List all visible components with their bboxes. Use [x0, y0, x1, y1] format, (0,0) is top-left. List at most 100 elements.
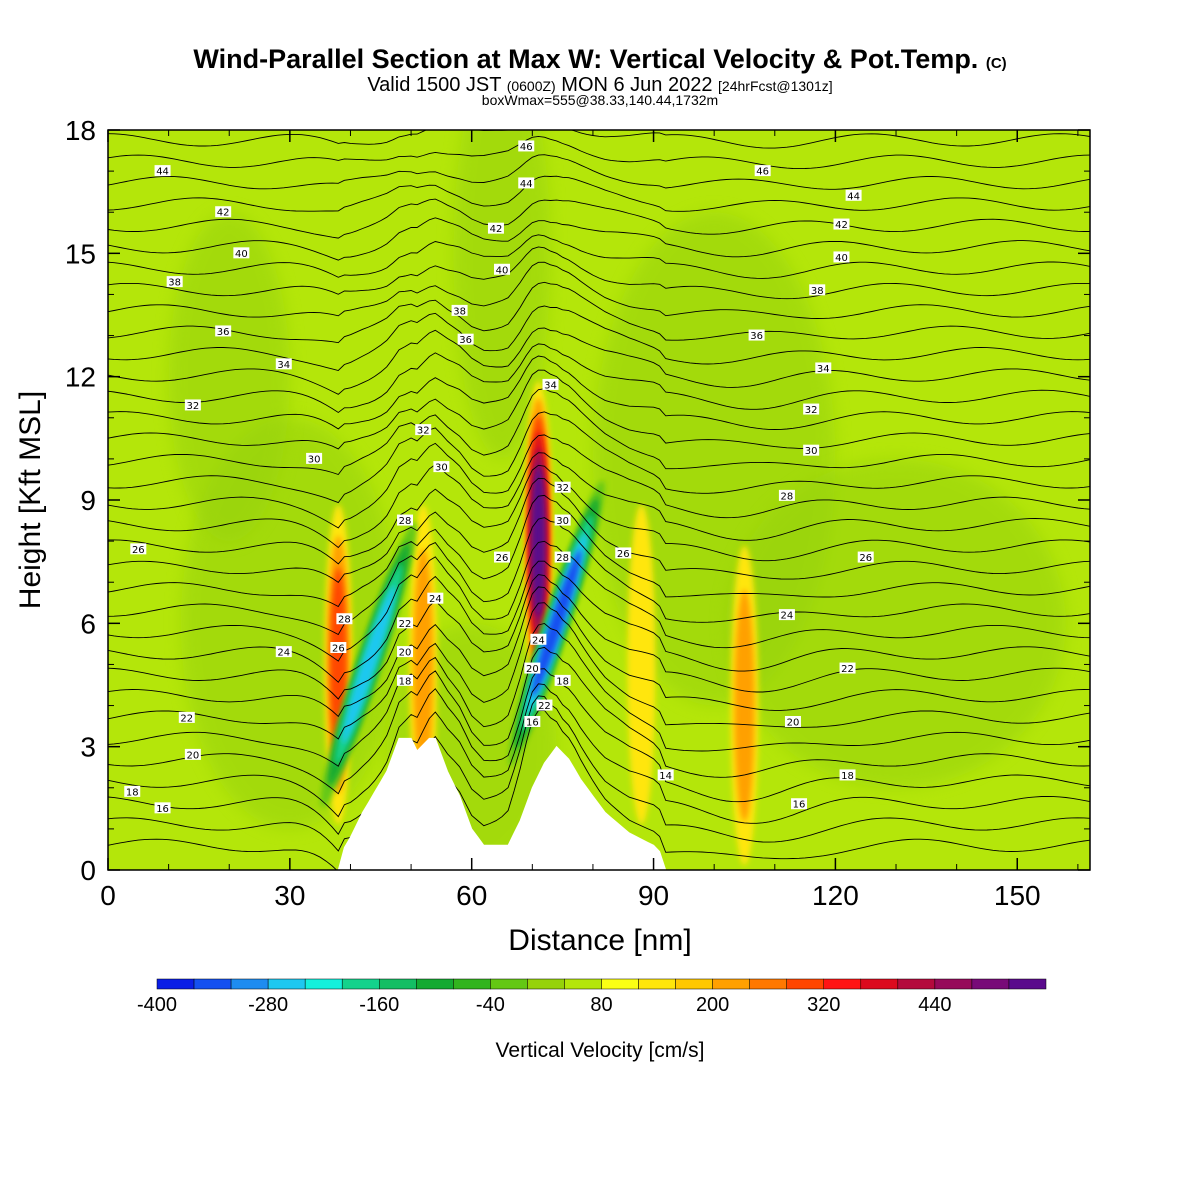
- isentrope-line: [108, 175, 1090, 212]
- contour-label: 28: [778, 489, 795, 502]
- contour-label-bg: [494, 263, 511, 275]
- contour-label: 36: [215, 325, 232, 338]
- isentrope-line: [108, 709, 1090, 870]
- contour-label-text: 34: [817, 364, 830, 375]
- updraft-core: [532, 465, 545, 617]
- colorbar-label: 80: [590, 994, 612, 1016]
- contour-label: 38: [451, 304, 468, 317]
- colorbar-swatch: [156, 978, 195, 990]
- contour-label-bg: [215, 206, 232, 218]
- colorbar-swatch: [304, 978, 343, 990]
- y-axis-title: Height [Kft MSL]: [14, 391, 47, 609]
- contour-label: 28: [397, 514, 414, 527]
- colorbar-label: -160: [359, 994, 399, 1016]
- contour-label-text: 42: [490, 224, 503, 235]
- velocity-field: [168, 130, 1066, 870]
- isentropes: [108, 130, 1090, 870]
- downdraft-core: [531, 549, 582, 697]
- valid-time: Valid 1500 JST: [367, 74, 502, 96]
- contour-label: 30: [433, 461, 450, 474]
- colorbar-swatch: [897, 978, 936, 990]
- colorbar-label: -280: [248, 994, 288, 1016]
- contour-label-text: 24: [532, 635, 545, 646]
- colorbar-swatch: [490, 978, 528, 990]
- y-tick-label: 9: [80, 485, 96, 516]
- contour-label-bg: [542, 378, 559, 390]
- contour-label-text: 46: [520, 142, 533, 153]
- contour-label-bg: [778, 489, 795, 501]
- contour-label: 34: [815, 362, 832, 375]
- terrain: [108, 737, 1090, 870]
- y-tick-label: 3: [80, 732, 96, 763]
- colorbar-swatch: [675, 978, 713, 990]
- isentrope-line: [108, 343, 1090, 414]
- contour-label-text: 38: [453, 306, 466, 317]
- contour-label-bg: [530, 633, 547, 645]
- contour-label-text: 26: [132, 545, 145, 556]
- isentrope-line: [108, 540, 1090, 662]
- contour-label: 18: [554, 674, 571, 687]
- contour-label-bg: [833, 251, 850, 263]
- contour-label: 32: [184, 399, 201, 412]
- isentrope-line: [108, 198, 1090, 239]
- contour-label: 30: [803, 444, 820, 457]
- contour-label-text: 32: [805, 405, 818, 416]
- contour-label: 24: [530, 633, 547, 646]
- contour-label: 34: [542, 378, 559, 391]
- isentrope-line: [108, 602, 1090, 740]
- contour-label-text: 30: [308, 454, 321, 465]
- contour-label-bg: [748, 329, 765, 341]
- contour-label-text: 38: [168, 278, 181, 289]
- contour-label-bg: [124, 785, 141, 797]
- contour-label-bg: [336, 613, 353, 625]
- contour-label-text: 20: [787, 718, 800, 729]
- weak-downdraft-region: [726, 458, 1066, 788]
- contour-label-text: 42: [217, 208, 230, 219]
- contour-label-text: 36: [459, 335, 472, 346]
- contour-label-text: 30: [805, 446, 818, 457]
- colorbar-swatch: [564, 978, 602, 990]
- isentrope-line: [108, 477, 1090, 584]
- contour-label-bg: [494, 551, 511, 563]
- colorbar-label: -40: [476, 994, 505, 1016]
- contour-label: 32: [415, 424, 432, 437]
- contour-label-bg: [184, 748, 201, 760]
- contour-label-text: 20: [399, 648, 412, 659]
- x-tick-label: 150: [994, 880, 1041, 911]
- contour-label-text: 22: [841, 664, 854, 675]
- contour-label-bg: [615, 547, 632, 559]
- isentrope-line: [108, 355, 1090, 430]
- contour-label: 18: [839, 769, 856, 782]
- colorbar-swatch: [934, 978, 973, 990]
- contour-label: 28: [554, 551, 571, 564]
- contour-label-bg: [166, 276, 183, 288]
- isentrope-line: [108, 369, 1090, 450]
- contour-label-bg: [154, 802, 171, 814]
- colorbar-swatch: [971, 978, 1010, 990]
- contour-label-bg: [554, 514, 571, 526]
- contour-label-bg: [524, 716, 541, 727]
- contour-label-text: 34: [544, 380, 557, 391]
- y-tick-label: 15: [65, 238, 96, 269]
- contour-label-bg: [178, 711, 195, 723]
- contour-label: 36: [748, 329, 765, 342]
- x-axis-title: Distance [nm]: [508, 924, 691, 957]
- colorbar-swatch: [341, 978, 380, 990]
- colorbar-swatch: [416, 978, 454, 990]
- isentrope-line: [108, 695, 1090, 852]
- contour-label-bg: [791, 798, 808, 810]
- isentrope-line: [108, 261, 1090, 319]
- contour-label-text: 30: [556, 516, 569, 527]
- contour-label-text: 16: [156, 804, 169, 815]
- contour-label: 30: [554, 514, 571, 527]
- contour-label: 36: [457, 333, 474, 346]
- contour-label: 40: [833, 251, 850, 264]
- contour-label-bg: [184, 399, 201, 411]
- colorbar-label: -400: [137, 994, 177, 1016]
- contour-label-bg: [397, 514, 414, 526]
- contour-label: 22: [397, 617, 414, 630]
- contour-label-bg: [833, 218, 850, 230]
- contour-label-bg: [554, 674, 571, 686]
